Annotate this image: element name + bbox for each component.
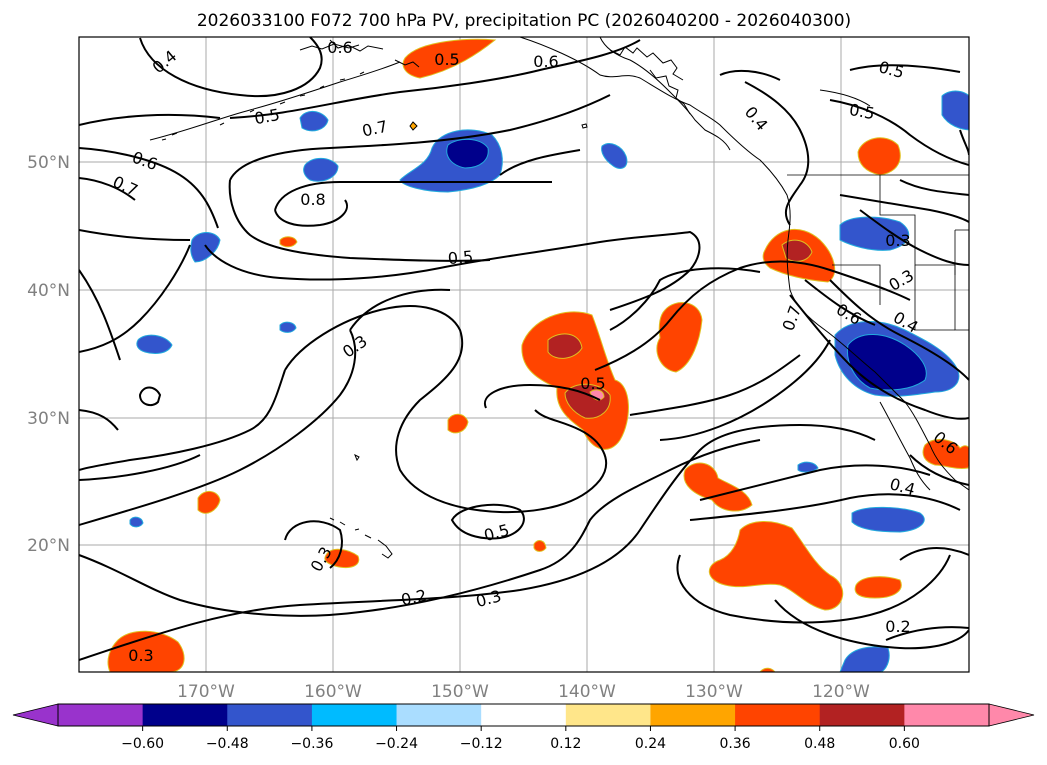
latitude-labels: 50°N 40°N 30°N 20°N (27, 153, 70, 556)
lat-label: 30°N (27, 409, 70, 429)
colorbar-cell (565, 704, 651, 726)
lon-label: 170°W (177, 682, 235, 702)
colorbar-cell (819, 704, 905, 726)
colorbar-under-extension (12, 703, 59, 727)
colorbar-tick-label: 0.12 (550, 736, 581, 752)
colorbar-cell (396, 704, 482, 726)
colorbar-tick-label: −0.36 (290, 736, 333, 752)
map-frame (78, 36, 970, 673)
colorbar-tick-label: −0.12 (460, 736, 503, 752)
contour-label: 0.7 (360, 117, 389, 141)
pv-contours (79, 37, 969, 661)
coast-hawaii (329, 517, 393, 559)
contour-label: 0.3 (128, 646, 153, 665)
contour-label: 0.2 (399, 586, 428, 610)
lon-label: 160°W (304, 682, 362, 702)
colorbar-cell (481, 704, 567, 726)
contour-label: 0.5 (848, 100, 876, 123)
contour-label: 0.3 (885, 231, 910, 250)
colorbar-over-extension (988, 703, 1035, 727)
lon-label: 140°W (558, 682, 616, 702)
longitude-labels: 170°W 160°W 150°W 140°W 130°W 120°W (177, 682, 870, 702)
pv-contour-0.4-nw (139, 37, 323, 98)
map-area: 0.4 0.6 0.5 0.6 0.5 0.7 0.6 0.7 0.8 0.5 … (78, 36, 970, 673)
lat-label: 40°N (27, 281, 70, 301)
lat-label: 20°N (27, 536, 70, 556)
political-borders (787, 174, 969, 331)
colorbar-cell (227, 704, 313, 726)
coast-aleutians (149, 61, 401, 141)
contour-label: 0.5 (447, 247, 474, 268)
colorbar-cell (58, 704, 144, 726)
precip-positive-anomalies (107, 38, 969, 672)
colorbar-tick-label: −0.48 (206, 736, 249, 752)
lon-label: 120°W (812, 682, 870, 702)
map-title: 2026033100 F072 700 hPa PV, precipitatio… (197, 11, 851, 31)
precip-negative-anomalies (129, 90, 969, 672)
contour-label: 0.8 (300, 190, 325, 209)
colorbar-tick-label: 0.36 (720, 736, 751, 752)
contour-label: 0.2 (885, 617, 910, 636)
contour-label: 0.6 (533, 52, 558, 71)
contour-label: 0.6 (327, 38, 352, 57)
colorbar-tick-label: 0.60 (889, 736, 920, 752)
colorbar-tick-label: −0.24 (375, 736, 418, 752)
colorbar-cell (311, 704, 398, 726)
lat-label: 50°N (27, 153, 70, 173)
precip-blob-ne-pacific-north (402, 38, 497, 79)
colorbar-tick-label: −0.60 (121, 736, 164, 752)
colorbar-cell (904, 704, 990, 726)
pv-contour-0.5-north (229, 39, 641, 119)
pv-contour-0.8 (274, 180, 553, 211)
pv-contour-0.7 (229, 94, 611, 181)
colorbar: −0.60 −0.48 −0.36 −0.24 −0.12 0.12 0.24 0.36 0.4… (12, 703, 1035, 752)
pv-contour-0.3-west (284, 305, 607, 514)
colorbar-tick-label: 0.24 (635, 736, 666, 752)
contour-label: 0.5 (253, 105, 281, 128)
colorbar-cell (735, 704, 821, 726)
lon-label: 150°W (431, 682, 489, 702)
contour-label: 0.5 (434, 50, 459, 69)
colorbar-tick-label: 0.48 (804, 736, 835, 752)
contour-label: 0.5 (580, 374, 605, 393)
pv-contour-0.5-central (79, 244, 191, 353)
colorbar-cell (142, 704, 228, 726)
colorbar-cell (650, 704, 736, 726)
precip-blob-east (656, 302, 703, 373)
lon-label: 130°W (685, 682, 743, 702)
pv-contour-0.2 (79, 423, 876, 661)
